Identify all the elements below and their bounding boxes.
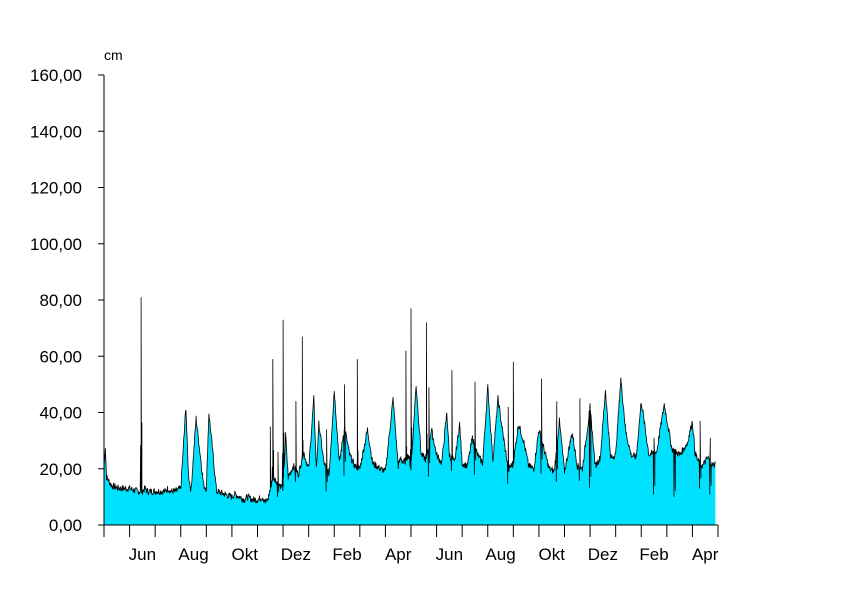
x-tick-label: Jun — [129, 545, 156, 564]
y-tick-label: 100,00 — [30, 235, 82, 254]
x-tick-label: Aug — [178, 545, 208, 564]
x-tick-label: Feb — [332, 545, 361, 564]
y-tick-label: 20,00 — [39, 460, 82, 479]
series-area-fill — [104, 297, 716, 525]
y-tick-label: 0,00 — [49, 516, 82, 535]
x-tick-label: Apr — [692, 545, 719, 564]
x-tick-label: Dez — [588, 545, 618, 564]
y-tick-label: 40,00 — [39, 404, 82, 423]
water-level-line — [103, 297, 716, 505]
x-tick-label: Okt — [538, 545, 565, 564]
y-tick-label: 80,00 — [39, 291, 82, 310]
y-tick-label: 160,00 — [30, 66, 82, 85]
y-tick-label: 140,00 — [30, 122, 82, 141]
x-tick-label: Jun — [436, 545, 463, 564]
x-tick-label: Feb — [639, 545, 668, 564]
water-level-area — [104, 297, 716, 525]
y-axis-unit-label: cm — [104, 47, 123, 63]
x-axis-ticks: Jun Aug Okt Dez Feb Apr Jun Aug Okt Dez Feb Apr — [103, 525, 719, 564]
series-line — [103, 297, 716, 505]
y-axis-ticks: 0,00 20,00 40,00 60,00 80,00 100,00 120,00 140,… — [30, 66, 104, 535]
x-tick-label: Aug — [485, 545, 515, 564]
x-tick-label: Okt — [231, 545, 258, 564]
y-tick-label: 120,00 — [30, 179, 82, 198]
y-tick-label: 60,00 — [39, 347, 82, 366]
x-tick-label: Dez — [281, 545, 311, 564]
x-tick-label: Apr — [385, 545, 412, 564]
